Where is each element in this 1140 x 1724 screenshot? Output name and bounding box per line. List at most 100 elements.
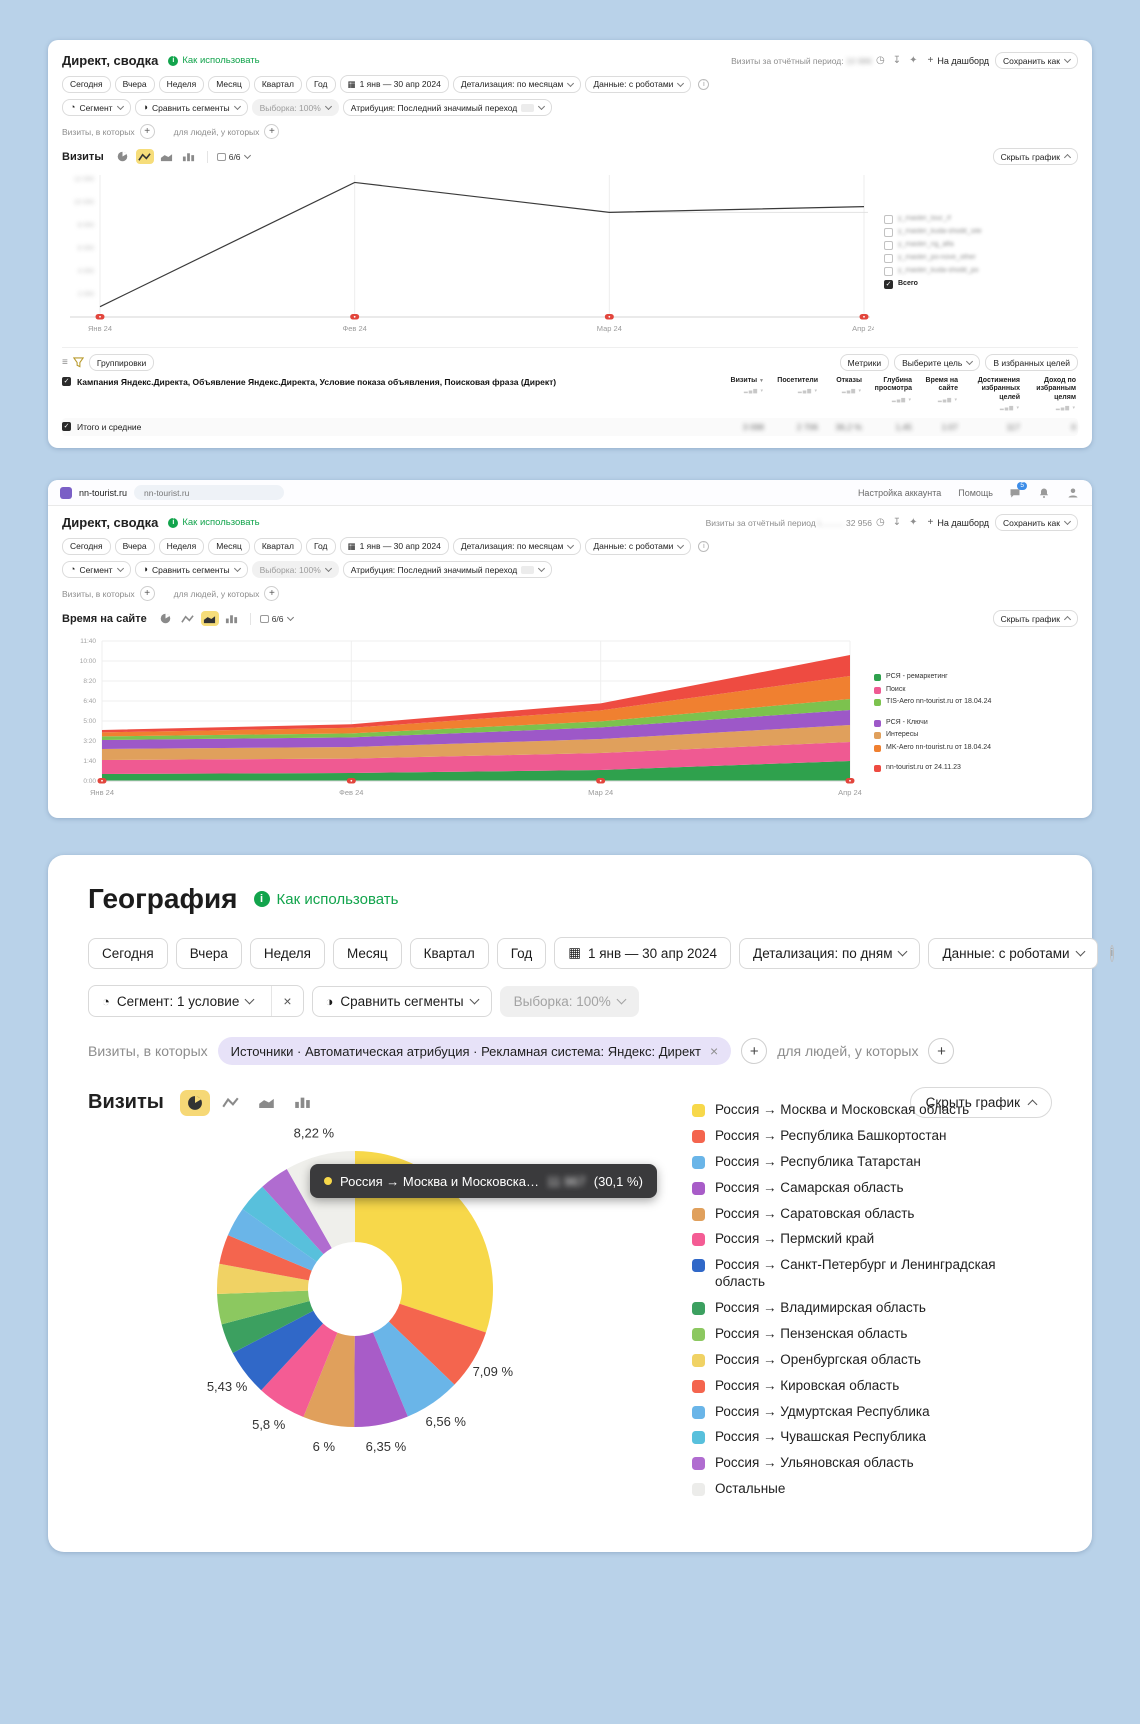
choose-goal-button[interactable]: Выберите цель	[894, 354, 981, 371]
list-view-icon[interactable]: ≡	[62, 357, 68, 368]
columns-chart-icon[interactable]	[223, 611, 241, 626]
to-dashboard-button[interactable]: + На дашборд	[927, 517, 990, 528]
period-tab[interactable]: Квартал	[253, 537, 302, 555]
legend-item[interactable]: РСЯ - ремаркетинг	[874, 673, 1070, 681]
compare-segments-button[interactable]: ◑ Сравнить сегменты	[311, 985, 492, 1017]
legend-item[interactable]: РСЯ - Ключи	[874, 719, 1070, 727]
browser-tab-title[interactable]: nn-tourist.ru	[79, 487, 128, 498]
help-circle-icon[interactable]: i	[1109, 944, 1115, 962]
chat-icon[interactable]: 5	[1008, 481, 1027, 500]
account-settings-link[interactable]: Настройка аккаунта	[857, 487, 942, 498]
period-tab[interactable]: Неделя	[249, 937, 325, 969]
how-to-use-link[interactable]: i Как использовать	[253, 891, 398, 908]
legend-item[interactable]: y_master_po-nove_other	[884, 254, 1062, 263]
period-tab[interactable]: Сегодня	[62, 537, 111, 555]
pie-slice[interactable]	[262, 1169, 332, 1255]
data-mode-button[interactable]: Данные: с роботами	[928, 937, 1098, 969]
period-tab[interactable]: Неделя	[158, 537, 205, 555]
help-circle-icon[interactable]: i	[698, 540, 710, 552]
legend-item[interactable]: Россия → Кировская область	[692, 1378, 1040, 1395]
totals-checkbox[interactable]: ✓	[62, 422, 71, 432]
visits-line-chart[interactable]: 2 000 4 000 6 000 8 000 10 000 12 000 Янв 24 Фе…	[62, 169, 874, 345]
pie-slice[interactable]	[388, 1303, 486, 1385]
legend-item[interactable]: Россия → Пензенская область	[692, 1326, 1040, 1343]
clock-icon[interactable]: ◷	[875, 55, 885, 66]
line-chart-icon[interactable]	[216, 1090, 246, 1116]
pie-chart-icon[interactable]	[114, 149, 132, 164]
legend-item[interactable]: Интересы	[874, 731, 1070, 739]
sampling-button[interactable]: Выборка: 100%	[251, 561, 339, 578]
add-visits-condition-button[interactable]: +	[139, 586, 155, 601]
how-to-use-link[interactable]: i Как использовать	[168, 517, 260, 528]
pie-slice[interactable]	[232, 1310, 324, 1391]
legend-item[interactable]: Россия → Республика Башкортостан	[692, 1128, 1040, 1145]
metric-column-header[interactable]: Визиты ▼ ▂▄▆ ▾	[720, 377, 766, 411]
pie-slice[interactable]	[354, 1332, 408, 1427]
mini-chart-icons[interactable]: ▂▄▆ ▾	[937, 396, 958, 403]
legend-item[interactable]: Россия → Удмуртская Республика	[692, 1404, 1040, 1421]
legend-item[interactable]: Россия → Саратовская область	[692, 1206, 1040, 1223]
legend-item[interactable]: Россия → Санкт-Петербург и Ленинградская…	[692, 1257, 1040, 1291]
area-chart-icon[interactable]	[158, 149, 176, 164]
period-tab[interactable]: Вчера	[175, 937, 242, 969]
period-tab[interactable]: Месяц	[332, 937, 402, 969]
mini-chart-icons[interactable]: ▂▄▆ ▾	[841, 388, 862, 395]
help-circle-icon[interactable]: i	[698, 78, 710, 90]
metric-column-header[interactable]: Доход по избранным целям ▂▄▆ ▾	[1022, 377, 1078, 411]
download-icon[interactable]: ↧	[892, 55, 902, 66]
period-tab[interactable]: Год	[305, 75, 336, 93]
segments-icon[interactable]: ✦	[909, 517, 918, 528]
compare-segments-button[interactable]: ◑ Сравнить сегменты	[134, 99, 248, 116]
pie-slice[interactable]	[261, 1323, 338, 1417]
series-counter[interactable]: 6/6	[259, 614, 294, 624]
period-tab[interactable]: Год	[496, 937, 547, 969]
bell-icon[interactable]	[1037, 486, 1051, 500]
legend-item[interactable]: Россия → Самарская область	[692, 1180, 1040, 1197]
legend-item[interactable]: y_master_tour_rf	[884, 215, 1062, 224]
legend-item[interactable]: Россия → Чувашская Республика	[692, 1429, 1040, 1446]
funnel-icon[interactable]	[72, 357, 84, 368]
metric-column-header[interactable]: Достижения избранных целей ▂▄▆ ▾	[960, 377, 1022, 411]
remove-filter-icon[interactable]: ×	[710, 1043, 719, 1059]
metric-column-header[interactable]: Отказы ▂▄▆ ▾	[820, 377, 864, 411]
line-chart-icon[interactable]	[135, 149, 154, 164]
pie-slice[interactable]	[303, 1332, 355, 1427]
legend-item[interactable]: Россия → Ульяновская область	[692, 1455, 1040, 1472]
legend-item[interactable]: nn-tourist.ru от 24.11.23	[874, 764, 1070, 772]
legend-item[interactable]: y_master_kuda-shodit_site	[884, 228, 1062, 237]
columns-chart-icon[interactable]	[180, 149, 198, 164]
period-tab[interactable]: Квартал	[253, 75, 302, 93]
metric-column-header[interactable]: Посетители ▂▄▆ ▾	[766, 377, 820, 411]
period-tab[interactable]: Сегодня	[88, 937, 168, 969]
segment-filter-chip[interactable]: Источники · Автоматическая атрибуция · Р…	[217, 1037, 732, 1065]
add-people-condition-button[interactable]: +	[264, 124, 280, 139]
segment-button[interactable]: ◔ Сегмент	[62, 99, 131, 116]
user-icon[interactable]	[1066, 486, 1080, 500]
period-tab[interactable]: Квартал	[409, 937, 489, 969]
date-range-button[interactable]: ▦ 1 янв — 30 апр 2024	[339, 537, 449, 555]
detalization-button[interactable]: Детализация: по месяцам	[452, 75, 582, 93]
sampling-button[interactable]: Выборка: 100%	[251, 99, 339, 116]
series-counter[interactable]: 6/6	[216, 152, 251, 162]
mini-chart-icons[interactable]: ▂▄▆ ▾	[797, 388, 818, 395]
data-mode-button[interactable]: Данные: с роботами	[585, 537, 692, 555]
date-range-button[interactable]: ▦ 1 янв — 30 апр 2024	[554, 937, 732, 969]
sampling-button[interactable]: Выборка: 100%	[499, 985, 639, 1017]
add-people-condition-button[interactable]: +	[264, 586, 280, 601]
to-dashboard-button[interactable]: + На дашборд	[927, 55, 990, 66]
clock-icon[interactable]: ◷	[875, 517, 885, 528]
period-tab[interactable]: Месяц	[208, 75, 250, 93]
detalization-button[interactable]: Детализация: по дням	[739, 937, 921, 969]
segment-button[interactable]: ◔ Сегмент: 1 условие	[89, 987, 264, 1016]
pie-slice[interactable]	[221, 1301, 314, 1353]
pie-slice[interactable]	[217, 1263, 309, 1294]
address-bar[interactable]: nn-tourist.ru	[134, 485, 285, 500]
legend-item[interactable]: Поиск	[874, 686, 1070, 694]
attribution-button[interactable]: Атрибуция: Последний значимый переход	[342, 561, 553, 578]
segment-button[interactable]: ◔ Сегмент	[62, 561, 131, 578]
date-range-button[interactable]: ▦ 1 янв — 30 апр 2024	[339, 75, 449, 93]
attribution-button[interactable]: Атрибуция: Последний значимый переход	[342, 99, 553, 116]
metrics-button[interactable]: Метрики	[839, 354, 890, 371]
legend-item[interactable]: y_master_rig_alfa	[884, 241, 1062, 250]
save-as-button[interactable]: Сохранить как	[995, 52, 1078, 69]
